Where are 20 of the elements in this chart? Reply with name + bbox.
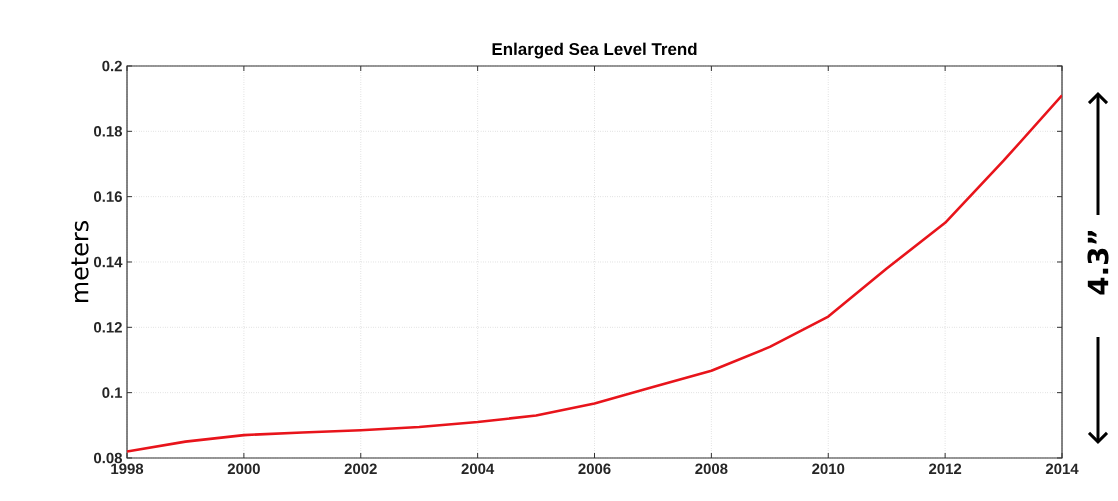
text: 4.3” <box>1087 230 1109 295</box>
x-tick-label: 2012 <box>929 463 962 475</box>
x-tick-label: 2000 <box>227 463 260 475</box>
y-tick-label: 0.08 <box>94 452 123 464</box>
y-tick-label: 0.16 <box>94 191 122 202</box>
x-tick-label: 2004 <box>461 463 495 475</box>
x-tick-label: 2014 <box>1045 463 1079 475</box>
x-tick-label: 2010 <box>812 463 845 475</box>
y-tick-label: 0.2 <box>102 60 122 72</box>
chart-title: Enlarged Sea Level Trend <box>492 42 697 59</box>
line-series <box>127 94 1063 453</box>
y-tick-label: 0.18 <box>94 126 123 137</box>
x-tick-label: 2006 <box>578 463 611 475</box>
y-tick-label: 0.1 <box>102 387 123 398</box>
y-tick-label: 0.12 <box>94 322 122 333</box>
x-tick-label: 1998 <box>111 463 144 475</box>
x-tick-label: 2008 <box>695 463 728 475</box>
x-tick-label: 2002 <box>344 463 377 475</box>
y-tick-label: 0.14 <box>94 256 123 268</box>
y-axis-title: meters <box>71 220 89 302</box>
